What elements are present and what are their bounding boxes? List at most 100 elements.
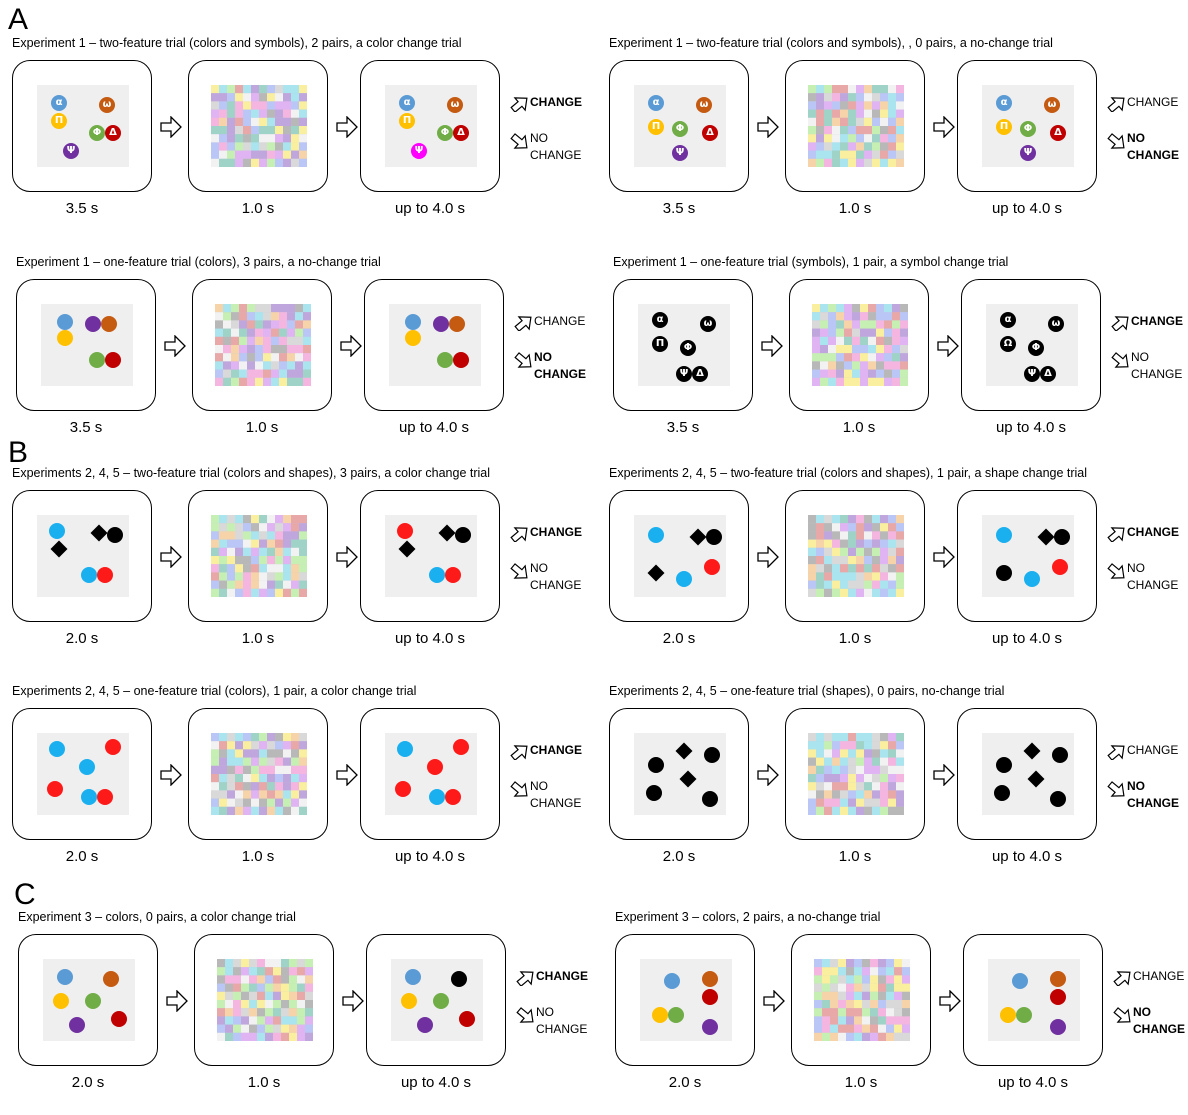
- duration-label: 3.5 s: [662, 200, 696, 217]
- response-no-label: NO: [1127, 561, 1145, 575]
- stimulus-panel: [211, 85, 307, 167]
- stimulus-symbol-circle: ω: [99, 97, 115, 113]
- stimulus-symbol-circle: α: [51, 95, 67, 111]
- stimulus-circle: [459, 1011, 475, 1027]
- trial-1: Experiment 1 – two-feature trial (colors…: [12, 36, 606, 241]
- noise-mask: [211, 85, 307, 167]
- flow-arrow-icon: [164, 335, 186, 357]
- mask-display: [785, 60, 925, 192]
- stimulus-symbol-circle: ω: [1048, 316, 1064, 332]
- no-change-arrow-icon: [510, 133, 528, 149]
- stimulus-circle: [648, 527, 664, 543]
- change-arrow-icon: [1113, 971, 1131, 986]
- duration-label: up to 4.0 s: [398, 419, 470, 436]
- stimulus-panel: [814, 959, 910, 1041]
- test-display: [366, 934, 506, 1066]
- response-change: CHANGE: [536, 968, 588, 985]
- response-no-change: NO CHANGE: [1127, 778, 1179, 812]
- mask-display: [192, 279, 332, 411]
- response-no-change-label: CHANGE: [530, 148, 582, 162]
- stimulus-circle: [97, 567, 113, 583]
- noise-mask: [215, 304, 311, 386]
- flow-arrow-icon: [939, 990, 961, 1012]
- stimulus-symbol-circle: α: [996, 95, 1012, 111]
- duration-label: 1.0 s: [838, 200, 872, 217]
- response-no-label: NO: [530, 131, 548, 145]
- change-arrow-icon: [510, 527, 528, 542]
- stimulus-symbol-circle: Ψ: [1020, 145, 1036, 161]
- stimulus-circle: [401, 993, 417, 1009]
- stimulus-circle: [103, 971, 119, 987]
- stimulus-symbol-circle: Φ: [437, 125, 453, 141]
- noise-mask: [814, 959, 910, 1041]
- change-arrow-icon: [1107, 97, 1125, 112]
- change-arrow-icon: [510, 745, 528, 760]
- response-change-label: CHANGE: [536, 969, 589, 983]
- stimulus-panel: [982, 733, 1074, 815]
- stimulus-symbol-circle: Ψ: [676, 366, 692, 382]
- stimulus-panel: [640, 959, 732, 1041]
- stimulus-circle: [47, 781, 63, 797]
- trial-3: Experiment 1 – one-feature trial (colors…: [16, 255, 610, 460]
- duration-label: up to 4.0 s: [991, 200, 1063, 217]
- stimulus-circle: [1050, 989, 1066, 1005]
- response-change: CHANGE: [1127, 94, 1178, 111]
- duration-label: 1.0 s: [838, 630, 872, 647]
- duration-label: 1.0 s: [241, 848, 275, 865]
- stimulus-circle: [652, 1007, 668, 1023]
- stimulus-symbol-circle: Π: [996, 119, 1012, 135]
- stimulus-circle: [994, 785, 1010, 801]
- sample-display: [615, 934, 755, 1066]
- noise-mask: [211, 515, 307, 597]
- stimulus-panel: [808, 85, 904, 167]
- response-no-change-label: CHANGE: [534, 367, 587, 381]
- no-change-arrow-icon: [510, 563, 528, 579]
- response-change-label: CHANGE: [1133, 969, 1185, 983]
- section-label-c: C: [14, 878, 36, 911]
- stimulus-circle: [81, 567, 97, 583]
- stimulus-circle: [1052, 559, 1068, 575]
- stimulus-circle: [702, 791, 718, 807]
- stimulus-circle: [85, 993, 101, 1009]
- stimulus-circle: [702, 971, 718, 987]
- stimulus-circle: [57, 969, 73, 985]
- stimulus-circle: [1050, 1019, 1066, 1035]
- stimulus-circle: [996, 757, 1012, 773]
- response-no-label: NO: [1133, 1005, 1151, 1019]
- response-no-label: NO: [534, 350, 552, 364]
- duration-label: 2.0 s: [71, 1074, 105, 1091]
- stimulus-symbol-circle: ω: [696, 97, 712, 113]
- stimulus-circle: [57, 330, 73, 346]
- sample-display: [609, 490, 749, 622]
- stimulus-circle: [111, 1011, 127, 1027]
- stimulus-circle: [433, 993, 449, 1009]
- duration-label: 2.0 s: [662, 848, 696, 865]
- stimulus-symbol-circle: Φ: [1028, 340, 1044, 356]
- sample-display: [16, 279, 156, 411]
- stimulus-circle: [405, 969, 421, 985]
- stimulus-symbol-circle: Φ: [89, 125, 105, 141]
- stimulus-symbol-circle: Δ: [105, 125, 121, 141]
- duration-label: 3.5 s: [65, 200, 99, 217]
- response-no-change-label: CHANGE: [530, 578, 582, 592]
- stimulus-symbol-circle: Ψ: [1024, 366, 1040, 382]
- stimulus-circle: [1000, 1007, 1016, 1023]
- flow-arrow-icon: [757, 546, 779, 568]
- duration-label: 1.0 s: [842, 419, 876, 436]
- flow-arrow-icon: [160, 546, 182, 568]
- no-change-arrow-icon: [516, 1007, 534, 1023]
- stimulus-diamond: [438, 524, 456, 542]
- stimulus-circle: [1016, 1007, 1032, 1023]
- stimulus-symbol-circle: ω: [447, 97, 463, 113]
- stimulus-symbol-circle: Ψ: [63, 143, 79, 159]
- noise-mask: [808, 515, 904, 597]
- stimulus-circle: [445, 789, 461, 805]
- stimulus-symbol-circle: α: [652, 312, 668, 328]
- stimulus-panel: [41, 304, 133, 386]
